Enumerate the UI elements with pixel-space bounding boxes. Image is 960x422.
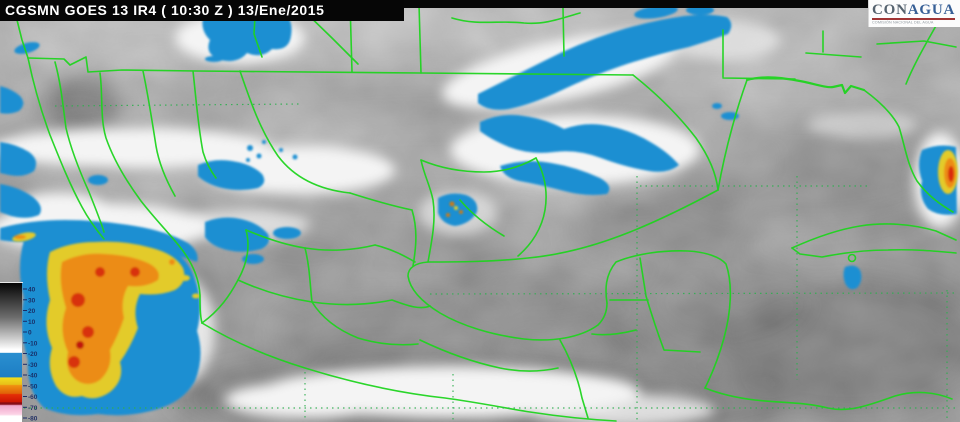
scale-label: 40 xyxy=(28,287,36,294)
scale-label: -50 xyxy=(28,383,38,390)
scale-label: -30 xyxy=(28,362,38,369)
scale-label: -20 xyxy=(28,351,38,358)
conagua-tagline: COMISIÓN NACIONAL DEL AGUA xyxy=(872,21,934,25)
scale-label: 0 xyxy=(28,330,32,337)
temperature-scale: 40 30 20 10 0 -10 -20 -30 -40 -50 -60 -7… xyxy=(0,282,38,422)
scale-label: -10 xyxy=(28,340,38,347)
temperature-scale-bar xyxy=(0,283,22,422)
scale-label: 30 xyxy=(28,297,36,304)
conagua-wordmark-suffix: AGUA xyxy=(907,2,956,18)
cold-cloud-warm-overlay xyxy=(12,150,958,399)
scale-label: -70 xyxy=(28,405,38,412)
conagua-wordmark-prefix: CON xyxy=(872,2,908,18)
graticule-grid xyxy=(2,103,957,421)
conagua-logo: CONAGUA COMISIÓN NACIONAL DEL AGUA xyxy=(868,0,960,27)
top-border-strip xyxy=(404,0,868,8)
map-borders xyxy=(13,0,957,422)
scale-labels: 40 30 20 10 0 -10 -20 -30 -40 -50 -60 -7… xyxy=(28,287,38,422)
scale-label: -80 xyxy=(28,416,38,422)
scale-label: -60 xyxy=(28,394,38,401)
conagua-wordmark: CONAGUA xyxy=(872,2,956,20)
scale-label: 20 xyxy=(28,308,36,315)
scale-label: -40 xyxy=(28,373,38,380)
scale-label: 10 xyxy=(28,319,36,326)
image-title: CGSMN GOES 13 IR4 ( 10:30 Z ) 13/Ene/201… xyxy=(0,0,404,21)
scale-ticks xyxy=(23,288,27,419)
